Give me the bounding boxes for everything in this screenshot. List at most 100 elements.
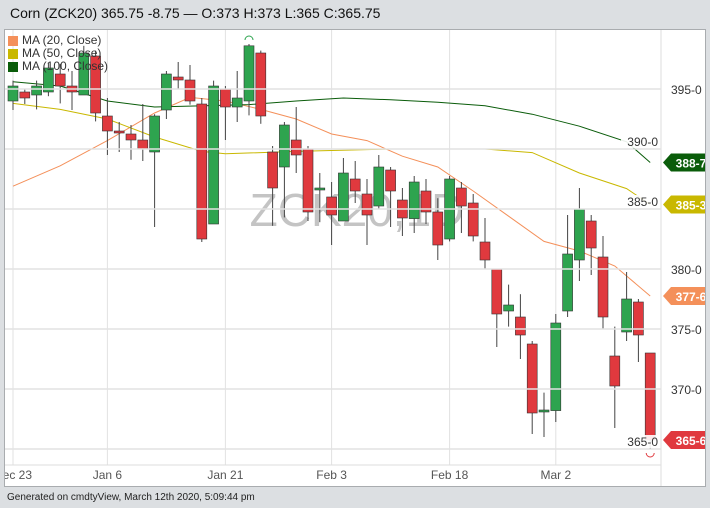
candle[interactable] (574, 188, 585, 281)
candle-body (243, 45, 255, 102)
watermark: ZCK20,1D (250, 184, 465, 236)
legend-swatch (8, 61, 18, 72)
candle[interactable] (326, 182, 337, 245)
candle-body (503, 304, 514, 312)
candle[interactable] (90, 50, 101, 122)
candle-body (208, 85, 219, 225)
candle[interactable] (491, 268, 503, 347)
ma100-label: 388-7 (676, 157, 705, 171)
ma20-label: 377-6 (676, 290, 705, 304)
candle[interactable] (255, 50, 267, 124)
chart-container[interactable]: Dec 23 Jan 6 Jan 21 Feb 3 Feb 18 Mar 2 ZCK20,1… (0, 29, 710, 487)
candle[interactable] (515, 294, 526, 359)
candle[interactable] (503, 284, 514, 327)
candle[interactable] (349, 161, 361, 203)
y-tick-label-bg (621, 435, 659, 448)
candle-body (78, 52, 90, 96)
x-tick-label: Jan 6 (93, 468, 123, 482)
last-price-label: 365-6 (676, 434, 705, 448)
y-tick-label: 385-0 (627, 195, 658, 209)
candle-body (385, 169, 396, 192)
candle-body (479, 241, 491, 261)
candle-body (621, 298, 632, 333)
candle[interactable] (102, 98, 113, 155)
candle[interactable] (361, 179, 373, 245)
candle[interactable] (125, 125, 137, 160)
candle-body (125, 133, 137, 141)
candle[interactable] (54, 63, 66, 104)
candle[interactable] (78, 45, 90, 96)
candle[interactable] (597, 236, 609, 329)
candle-body (550, 322, 562, 411)
candle-body (149, 115, 160, 153)
y-tick-label: 370-0 (671, 383, 702, 397)
candle[interactable] (338, 158, 349, 222)
candle[interactable] (467, 194, 479, 242)
legend-label: MA (50, Close) (22, 46, 102, 60)
candle[interactable] (243, 44, 255, 116)
last-price-tag (663, 431, 710, 449)
candle-body (267, 151, 278, 189)
candle[interactable] (19, 89, 31, 104)
candlestick-chart[interactable]: Dec 23 Jan 6 Jan 21 Feb 3 Feb 18 Mar 2 ZCK20,1… (0, 30, 710, 486)
legend-item-ma100[interactable]: MA (100, Close) (8, 60, 108, 73)
candle-body (255, 52, 267, 117)
candle-body (585, 220, 597, 249)
candle[interactable] (31, 80, 42, 110)
candle[interactable] (456, 182, 467, 233)
candle-body (220, 88, 231, 108)
candle-body (515, 316, 526, 336)
candle-body (373, 166, 385, 207)
candle-body (184, 79, 196, 102)
candle-body (326, 196, 337, 216)
candle[interactable] (66, 71, 78, 110)
candle[interactable] (161, 71, 172, 119)
candle-body (633, 301, 644, 336)
ma20-tag (663, 287, 710, 305)
candle[interactable] (562, 215, 573, 317)
legend-item-ma50[interactable]: MA (50, Close) (8, 47, 108, 60)
candle[interactable] (633, 299, 644, 362)
high-marker (244, 35, 254, 41)
candle[interactable] (43, 62, 54, 97)
candle[interactable] (137, 104, 149, 161)
candle[interactable] (408, 176, 420, 233)
candle[interactable] (373, 155, 385, 209)
y-tick-label-bg (621, 135, 659, 148)
candle-body (102, 115, 113, 132)
candle[interactable] (385, 167, 396, 227)
legend-item-ma20[interactable]: MA (20, Close) (8, 34, 108, 47)
footer-text: Generated on cmdtyView, March 12th 2020,… (7, 492, 255, 503)
chart-title: Corn (ZCK20) 365.75 -8.75 — O:373 H:373 … (10, 5, 381, 21)
candle-body (196, 103, 208, 240)
candle[interactable] (267, 146, 278, 226)
y-tick-label: 380-0 (671, 263, 702, 277)
candle[interactable] (113, 122, 125, 152)
candle[interactable] (538, 392, 550, 437)
candle[interactable] (220, 86, 231, 140)
candle[interactable] (621, 272, 632, 341)
candle[interactable] (479, 218, 491, 269)
candle[interactable] (526, 341, 538, 434)
candle[interactable] (420, 179, 432, 224)
candle[interactable] (609, 326, 621, 428)
candle-body (562, 253, 573, 312)
candle[interactable] (149, 114, 160, 227)
candle[interactable] (7, 80, 19, 110)
candle[interactable] (550, 314, 562, 422)
candle[interactable] (196, 98, 208, 242)
candle-body (420, 190, 432, 213)
legend-swatch (8, 35, 18, 46)
candle[interactable] (208, 80, 219, 225)
candle-body (349, 178, 361, 192)
candle-body (279, 124, 290, 168)
candle[interactable] (184, 65, 196, 105)
candle[interactable] (231, 71, 243, 122)
candle[interactable] (585, 215, 597, 275)
candle[interactable] (279, 122, 290, 218)
x-tick-label: Mar 2 (540, 468, 571, 482)
ma50-label: 385-3 (676, 199, 705, 213)
candle[interactable] (172, 62, 184, 89)
candle[interactable] (314, 173, 326, 223)
candle[interactable] (290, 107, 302, 173)
